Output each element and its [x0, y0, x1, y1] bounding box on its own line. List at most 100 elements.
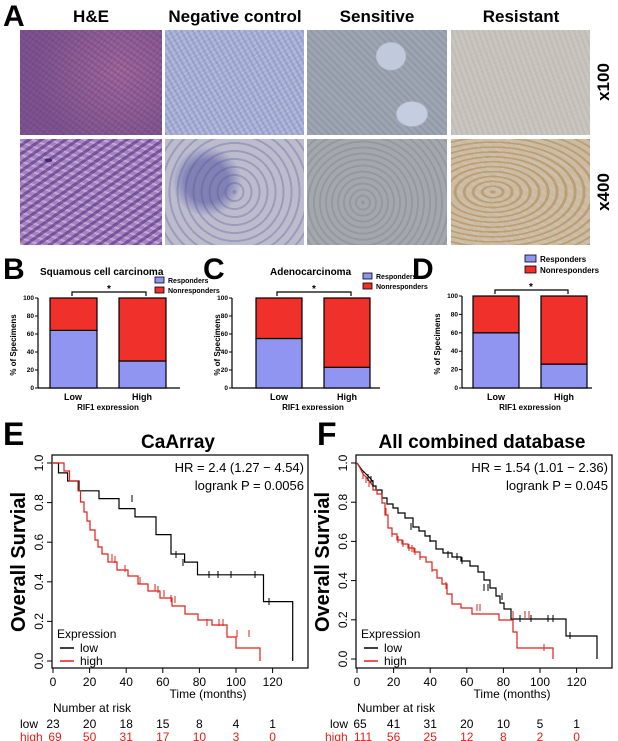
- svg-text:41: 41: [387, 717, 401, 731]
- svg-text:RIF1 expression: RIF1 expression: [282, 403, 344, 410]
- svg-text:0: 0: [30, 385, 34, 392]
- svg-text:120: 120: [567, 675, 587, 689]
- svg-text:100: 100: [447, 293, 458, 300]
- svg-text:1.0: 1.0: [32, 454, 46, 471]
- svg-text:Low: Low: [270, 392, 289, 402]
- panel-b-letter: B: [3, 253, 25, 286]
- column-resistant-label: Resistant: [482, 7, 560, 26]
- significance-star: *: [107, 284, 111, 295]
- column-sensitive-label: Sensitive: [339, 7, 415, 26]
- panel-c-letter: C: [203, 253, 225, 286]
- svg-text:100: 100: [217, 295, 228, 302]
- chart-b-squamous: Squamous cell carcinoma Responders Nonre…: [9, 267, 220, 410]
- svg-text:60: 60: [156, 675, 170, 689]
- svg-text:0.4: 0.4: [336, 572, 350, 589]
- micrograph-he-x100: [20, 30, 162, 135]
- km-f-title: All combined database: [379, 432, 586, 453]
- svg-text:0: 0: [224, 385, 228, 392]
- km-f-xlabel: Time (months): [474, 687, 551, 701]
- svg-text:high: high: [80, 654, 103, 668]
- km-e-risk-high-row: high 69 50 31 17 10 3 0: [20, 730, 276, 741]
- svg-text:Responders: Responders: [376, 274, 417, 281]
- svg-text:0.2: 0.2: [32, 613, 46, 630]
- bar-b-high-nonresponders: [118, 297, 167, 362]
- bar-b-low-nonresponders: [49, 297, 98, 332]
- svg-text:0: 0: [573, 730, 580, 741]
- micrograph-sensitive-x100: [307, 30, 447, 135]
- svg-text:low: low: [384, 641, 402, 655]
- svg-text:100: 100: [23, 295, 34, 302]
- bar-b-high-responders: [118, 360, 167, 389]
- chart-d-combined: Responders Nonresponders * 0 20 40 60 80…: [433, 254, 600, 410]
- micrograph-he-x400: [20, 139, 162, 245]
- panel-a-letter: A: [3, 0, 25, 33]
- km-f-risk-low-row: low 65 41 31 20 10 5 1: [330, 717, 580, 731]
- column-he-label: H&E: [73, 7, 109, 26]
- svg-text:31: 31: [120, 730, 134, 741]
- svg-text:31: 31: [424, 717, 438, 731]
- panel-e-letter: E: [3, 416, 25, 452]
- svg-text:high: high: [384, 654, 407, 668]
- svg-text:69: 69: [48, 730, 62, 741]
- significance-bracket: [71, 291, 147, 296]
- legend-responders-swatch: [154, 276, 165, 284]
- km-e-low-curve: [53, 462, 294, 661]
- svg-text:20: 20: [83, 717, 97, 731]
- svg-text:15: 15: [156, 717, 170, 731]
- svg-text:0: 0: [50, 675, 57, 689]
- km-plot-e-caarray: CaArray HR = 2.4 (1.27 − 4.54) logrank P…: [8, 432, 309, 741]
- km-f-high-curve: [356, 462, 554, 659]
- panel-d-letter: D: [412, 253, 434, 286]
- svg-text:High: High: [337, 392, 357, 402]
- km-e-xlabel: Time (months): [170, 687, 247, 701]
- svg-text:40: 40: [451, 348, 459, 355]
- chart-c-title: Adenocarcinoma: [270, 267, 352, 278]
- svg-text:0: 0: [354, 675, 361, 689]
- km-plot-f-combined: All combined database HR = 1.54 (1.01 − …: [312, 432, 613, 741]
- svg-text:1: 1: [573, 717, 580, 731]
- chart-b-title: Squamous cell carcinoma: [40, 267, 164, 278]
- svg-text:40: 40: [424, 675, 438, 689]
- svg-text:0: 0: [269, 730, 276, 741]
- km-e-risk-title: Number at risk: [53, 701, 132, 715]
- svg-text:0.0: 0.0: [32, 652, 46, 669]
- svg-text:*: *: [529, 282, 533, 293]
- svg-text:60: 60: [460, 675, 474, 689]
- svg-text:1: 1: [269, 717, 276, 731]
- svg-text:1.0: 1.0: [336, 454, 350, 471]
- svg-text:Low: Low: [64, 392, 83, 402]
- km-f-risk-high-row: high 111 56 25 12 8 2 0: [325, 730, 580, 741]
- svg-text:low: low: [80, 641, 98, 655]
- chart-b-ylabel: % of Specimens: [9, 314, 18, 376]
- survival-charts: CaArray HR = 2.4 (1.27 − 4.54) logrank P…: [8, 432, 613, 741]
- svg-text:10: 10: [193, 730, 207, 741]
- svg-text:80: 80: [497, 675, 511, 689]
- panel-f-letter: F: [317, 416, 337, 452]
- svg-text:2: 2: [537, 730, 544, 741]
- km-e-risk-low-row: low 23 20 18 15 8 4 1: [20, 717, 276, 731]
- svg-text:Nonresponders: Nonresponders: [376, 284, 428, 291]
- bar-charts: Squamous cell carcinoma Responders Nonre…: [9, 254, 600, 410]
- svg-text:% of Specimens: % of Specimens: [213, 314, 222, 376]
- svg-text:3: 3: [233, 730, 240, 741]
- km-f-hr: HR = 1.54 (1.01 − 2.36): [471, 460, 608, 475]
- legend-nonresponders-swatch: [154, 286, 165, 294]
- svg-text:High: High: [132, 392, 152, 402]
- bar-b-low-responders: [49, 329, 98, 389]
- svg-text:80: 80: [193, 675, 207, 689]
- svg-text:0.8: 0.8: [336, 494, 350, 511]
- bar-d-high-responders: [540, 363, 588, 389]
- svg-text:RIF1 expression: RIF1 expression: [499, 403, 561, 410]
- svg-text:0.0: 0.0: [336, 650, 350, 667]
- km-f-risk-title: Number at risk: [357, 701, 436, 715]
- bar-d-high-nonresponders: [540, 295, 588, 365]
- bar-d-low-nonresponders: [472, 295, 520, 334]
- km-e-logrank: logrank P = 0.0056: [195, 478, 304, 493]
- bar-c-high-nonresponders: [323, 297, 371, 368]
- svg-text:High: High: [554, 392, 574, 402]
- legend-nonresponders-label: Nonresponders: [168, 288, 220, 295]
- svg-text:high: high: [325, 730, 348, 741]
- svg-text:Nonresponders: Nonresponders: [540, 266, 600, 275]
- svg-text:20: 20: [27, 367, 35, 374]
- svg-text:low: low: [20, 717, 38, 731]
